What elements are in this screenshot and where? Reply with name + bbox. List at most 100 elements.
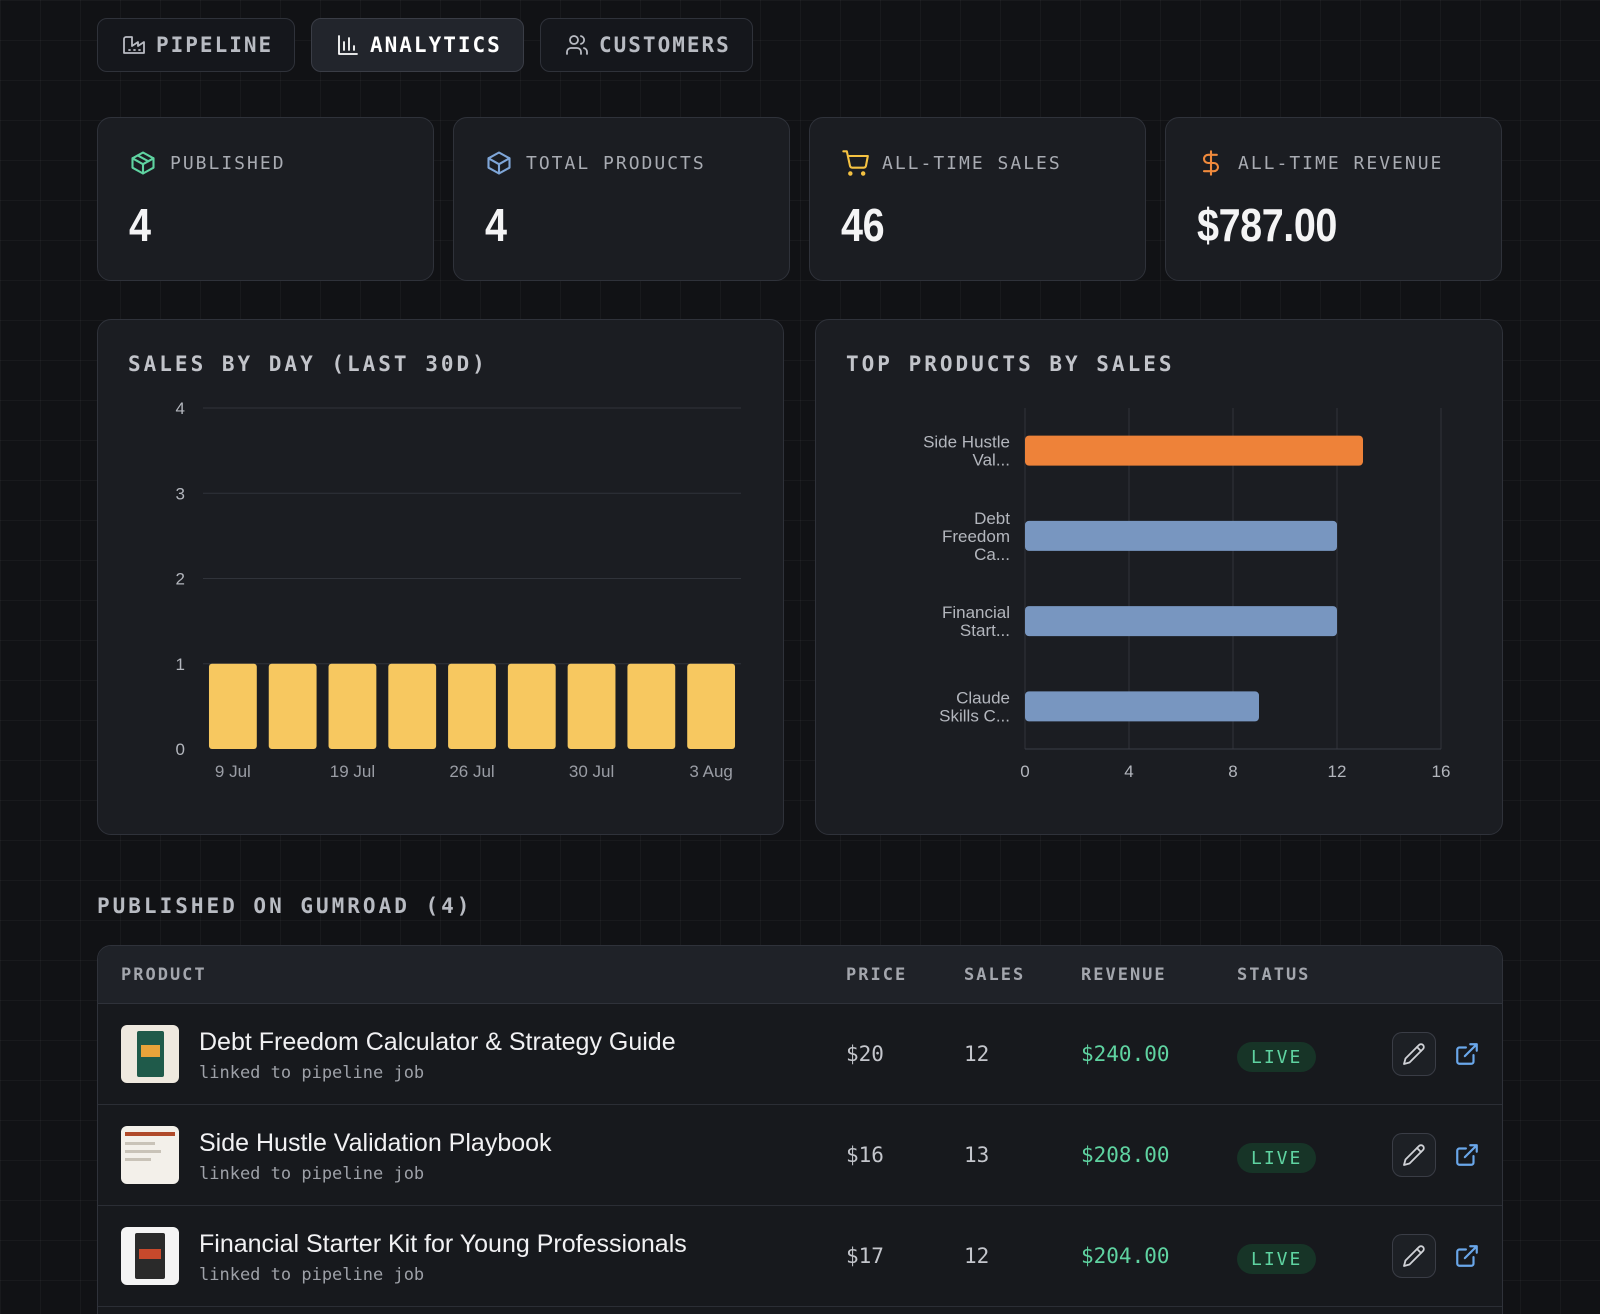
x-tick-label: 12 (1328, 762, 1347, 781)
stat-card-all-time-sales: ALL-TIME SALES 46 (809, 117, 1146, 281)
product-price: $17 (846, 1244, 884, 1268)
x-tick-label: 16 (1432, 762, 1451, 781)
status-badge: LIVE (1237, 1143, 1317, 1173)
x-tick-label: 0 (1020, 762, 1029, 781)
pencil-icon (1402, 1244, 1426, 1268)
bar-chart-icon (336, 33, 360, 57)
product-thumbnail (121, 1126, 179, 1184)
bar (1025, 435, 1363, 466)
product-sales: 13 (964, 1143, 990, 1167)
tab-bar: PIPELINE ANALYTICS CUSTOMERS (97, 18, 753, 72)
pencil-icon (1402, 1042, 1426, 1066)
section-title: PUBLISHED ON GUMROAD (4) (97, 894, 473, 918)
edit-button[interactable] (1392, 1234, 1436, 1278)
sales-by-day-chart: 0 1 2 3 4 9 Jul 19 Jul 26 Jul 30 Jul 3 Aug (176, 399, 741, 781)
product-name[interactable]: Financial Starter Kit for Young Professi… (199, 1230, 687, 1258)
y-tick-label: 0 (176, 740, 185, 759)
status-badge: LIVE (1237, 1042, 1317, 1072)
cart-icon (841, 149, 869, 177)
stat-value: 46 (841, 199, 885, 251)
users-icon (565, 33, 589, 57)
stat-label: TOTAL PRODUCTS (526, 152, 706, 174)
table-row[interactable]: Financial Starter Kit for Young Professi… (98, 1206, 1502, 1307)
product-revenue: $240.00 (1081, 1042, 1170, 1066)
edit-button[interactable] (1392, 1133, 1436, 1177)
open-external-button[interactable] (1451, 1240, 1483, 1272)
product-revenue: $208.00 (1081, 1143, 1170, 1167)
y-tick-label: 2 (176, 570, 185, 589)
tab-customers[interactable]: CUSTOMERS (540, 18, 753, 72)
edit-button[interactable] (1392, 1032, 1436, 1076)
product-sales: 12 (964, 1042, 990, 1066)
header-status: STATUS (1237, 965, 1311, 985)
external-link-icon (1454, 1142, 1480, 1168)
tab-pipeline[interactable]: PIPELINE (97, 18, 295, 72)
stats-row: PUBLISHED 4 TOTAL PRODUCTS 4 ALL-TIME SA… (97, 117, 1502, 281)
x-tick-label: 19 Jul (330, 762, 375, 781)
tab-label: PIPELINE (156, 33, 274, 57)
product-thumbnail (121, 1025, 179, 1083)
product-price: $20 (846, 1042, 884, 1066)
bar (268, 663, 317, 749)
y-tick-label: Start... (960, 621, 1010, 640)
product-name[interactable]: Side Hustle Validation Playbook (199, 1129, 552, 1157)
open-external-button[interactable] (1451, 1139, 1483, 1171)
sales-by-day-panel: SALES BY DAY (LAST 30D) 0 1 2 3 4 9 Jul 19 Jul… (97, 319, 784, 835)
header-price: PRICE (846, 965, 908, 985)
product-price: $16 (846, 1143, 884, 1167)
product-subtitle: linked to pipeline job (199, 1164, 425, 1184)
bar (1025, 606, 1337, 637)
table-row[interactable]: Side Hustle Validation Playbook linked t… (98, 1105, 1502, 1206)
y-tick-label: Ca... (974, 545, 1010, 564)
stat-value: 4 (485, 199, 507, 251)
bar (1025, 520, 1337, 551)
stat-value: 4 (129, 199, 151, 251)
stat-card-all-time-revenue: ALL-TIME REVENUE $787.00 (1165, 117, 1502, 281)
bar (328, 663, 377, 749)
y-tick-label: Freedom (942, 527, 1010, 546)
products-table: PRODUCT PRICE SALES REVENUE STATUS Debt … (97, 945, 1503, 1314)
product-thumbnail (121, 1227, 179, 1285)
x-tick-label: 4 (1124, 762, 1133, 781)
bar (208, 663, 257, 749)
tab-analytics[interactable]: ANALYTICS (311, 18, 524, 72)
stat-label: PUBLISHED (170, 152, 286, 174)
product-subtitle: linked to pipeline job (199, 1265, 425, 1285)
panel-title: SALES BY DAY (LAST 30D) (128, 352, 488, 376)
table-row[interactable]: Debt Freedom Calculator & Strategy Guide… (98, 1004, 1502, 1105)
header-product: PRODUCT (121, 965, 207, 985)
package-check-icon (129, 149, 157, 177)
table-header: PRODUCT PRICE SALES REVENUE STATUS (98, 946, 1502, 1004)
stat-label: ALL-TIME REVENUE (1238, 152, 1444, 174)
bar (388, 663, 437, 749)
panel-title: TOP PRODUCTS BY SALES (846, 352, 1175, 376)
x-tick-label: 26 Jul (449, 762, 494, 781)
y-tick-label: Claude (956, 688, 1010, 707)
status-badge: LIVE (1237, 1244, 1317, 1274)
package-icon (485, 149, 513, 177)
product-name[interactable]: Debt Freedom Calculator & Strategy Guide (199, 1028, 676, 1056)
y-tick-label: 3 (176, 484, 185, 503)
open-external-button[interactable] (1451, 1038, 1483, 1070)
stat-card-published: PUBLISHED 4 (97, 117, 434, 281)
product-subtitle: linked to pipeline job (199, 1063, 425, 1083)
x-tick-label: 3 Aug (689, 762, 733, 781)
tab-label: CUSTOMERS (599, 33, 731, 57)
y-tick-label: Financial (942, 603, 1010, 622)
tab-label: ANALYTICS (370, 33, 502, 57)
header-sales: SALES (964, 965, 1026, 985)
bar (448, 663, 496, 749)
bar (567, 663, 616, 749)
product-sales: 12 (964, 1244, 990, 1268)
factory-icon (122, 33, 146, 57)
bar (627, 663, 676, 749)
stat-card-total-products: TOTAL PRODUCTS 4 (453, 117, 790, 281)
bar (1025, 691, 1259, 722)
bar (507, 663, 556, 749)
top-products-panel: TOP PRODUCTS BY SALES 0 4 8 12 16 Side Hustle… (815, 319, 1503, 835)
bar (687, 663, 736, 749)
product-revenue: $204.00 (1081, 1244, 1170, 1268)
y-tick-label: Val... (973, 451, 1010, 470)
external-link-icon (1454, 1041, 1480, 1067)
